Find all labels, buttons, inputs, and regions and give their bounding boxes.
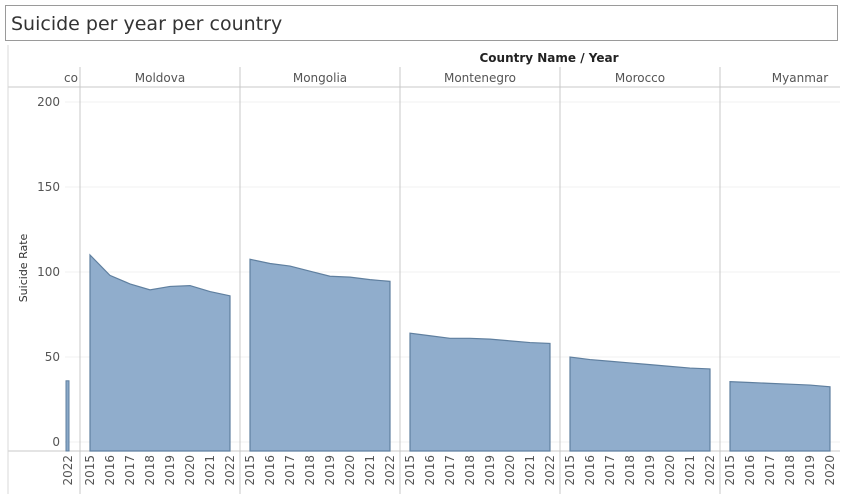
x-tick-label: 2018 (783, 455, 797, 486)
x-tick-label: 2021 (683, 455, 697, 486)
panel-header-mongolia: Mongolia (293, 71, 347, 85)
x-tick-label: 2016 (743, 455, 757, 486)
area-series-mongolia (249, 258, 391, 452)
y-tick-label: 200 (37, 95, 60, 109)
x-tick-label: 2015 (403, 455, 417, 486)
x-tick-label: 2015 (243, 455, 257, 486)
x-tick-label: 2020 (503, 455, 517, 486)
x-tick-label: 2022 (61, 455, 75, 486)
x-tick-label: 2019 (163, 455, 177, 486)
x-tick-label: 2019 (323, 455, 337, 486)
area-series-montenegro (409, 332, 551, 452)
x-tick-label: 2020 (343, 455, 357, 486)
column-header-label: Country Name / Year (479, 51, 618, 65)
area-series-myanmar (729, 381, 831, 452)
area-series-partial (65, 380, 70, 452)
x-tick-label: 2022 (703, 455, 717, 486)
x-tick-label: 2017 (603, 455, 617, 486)
x-tick-label: 2018 (623, 455, 637, 486)
y-tick-label: 100 (37, 265, 60, 279)
x-tick-label: 2019 (643, 455, 657, 486)
x-tick-label: 2017 (763, 455, 777, 486)
panel-header-montenegro: Montenegro (444, 71, 516, 85)
x-tick-label: 2018 (303, 455, 317, 486)
x-tick-label: 2016 (263, 455, 277, 486)
x-tick-label: 2022 (543, 455, 557, 486)
panel-header-myanmar: Myanmar (772, 71, 828, 85)
chart-title: Suicide per year per country (11, 13, 283, 35)
panel-header-moldova: Moldova (135, 71, 185, 85)
area-series-moldova (89, 253, 231, 452)
x-tick-label: 2016 (583, 455, 597, 486)
x-tick-label: 2015 (563, 455, 577, 486)
x-tick-label: 2020 (183, 455, 197, 486)
panel-header-partial: co (64, 71, 78, 85)
x-tick-label: 2021 (363, 455, 377, 486)
x-tick-label: 2020 (823, 455, 837, 486)
x-tick-label: 2021 (203, 455, 217, 486)
x-tick-label: 2022 (223, 455, 237, 486)
chart-title-box: Suicide per year per country (5, 5, 838, 41)
x-tick-label: 2016 (423, 455, 437, 486)
x-tick-label: 2017 (443, 455, 457, 486)
y-axis-label: Suicide Rate (17, 233, 30, 302)
x-tick-label: 2015 (723, 455, 737, 486)
x-tick-label: 2019 (803, 455, 817, 486)
y-tick-label: 50 (45, 350, 60, 364)
x-tick-label: 2018 (463, 455, 477, 486)
x-tick-label: 2015 (83, 455, 97, 486)
area-series-morocco (569, 356, 711, 452)
x-tick-label: 2019 (483, 455, 497, 486)
x-tick-label: 2016 (103, 455, 117, 486)
x-tick-label: 2017 (283, 455, 297, 486)
x-tick-label: 2022 (383, 455, 397, 486)
x-tick-label: 2017 (123, 455, 137, 486)
x-tick-label: 2020 (663, 455, 677, 486)
x-tick-label: 2018 (143, 455, 157, 486)
y-tick-label: 0 (52, 435, 60, 449)
x-tick-label: 2021 (523, 455, 537, 486)
y-tick-label: 150 (37, 180, 60, 194)
panel-header-morocco: Morocco (615, 71, 665, 85)
